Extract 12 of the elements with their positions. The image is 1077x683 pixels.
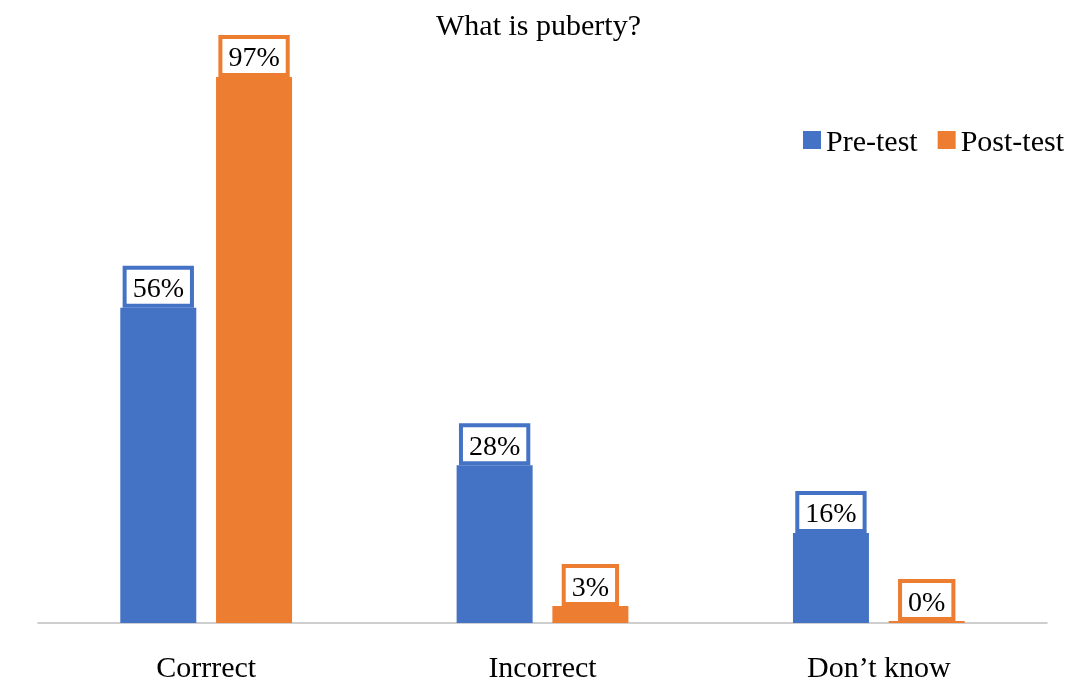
x-tick-label: Don’t know [807, 649, 951, 683]
data-label: 0% [908, 585, 946, 617]
x-tick-label: Incorrect [488, 649, 598, 683]
data-label: 97% [228, 41, 280, 73]
data-label: 28% [468, 429, 521, 461]
data-label: 56% [132, 272, 184, 304]
x-tick-label: Corrrect [156, 649, 257, 683]
data-label: 16% [805, 497, 857, 529]
legend-label: Post-test [960, 123, 1065, 157]
data-label: 3% [571, 570, 610, 602]
chart-title: What is puberty? [436, 7, 641, 41]
legend-label: Pre-test [826, 123, 919, 157]
